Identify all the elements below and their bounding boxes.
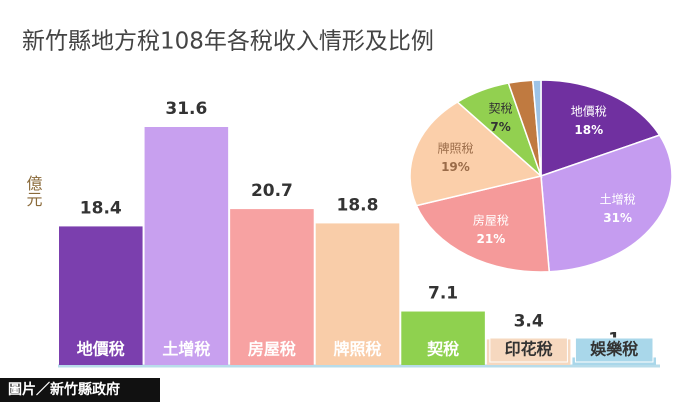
pie-unit: % — [499, 119, 511, 133]
credit: 圖片／新竹縣政府 — [8, 381, 120, 398]
pie-unit: % — [458, 159, 470, 173]
bar — [59, 226, 143, 365]
value-label: 7.1 — [428, 284, 458, 304]
category-label-box — [489, 337, 568, 363]
bar — [315, 223, 400, 365]
pie-category-label: 房屋稅 — [473, 212, 509, 227]
pie-slice — [415, 175, 551, 273]
y-axis-label: 億元 — [24, 175, 43, 207]
pie-value: 31 — [603, 211, 620, 225]
value-label: 18.4 — [80, 198, 122, 218]
pie-category-label: 契稅 — [489, 101, 513, 115]
pie-unit: % — [620, 211, 632, 225]
pie-value-label: 21% — [477, 231, 506, 245]
category-label: 印花稅 — [505, 340, 553, 359]
pie-value-label: 19% — [441, 159, 470, 173]
pie-category-label: 牌照稅 — [437, 141, 473, 155]
pie-value: 18 — [574, 122, 591, 136]
bar — [230, 209, 314, 365]
value-label: 31.6 — [165, 99, 207, 119]
pie-slice — [531, 79, 542, 177]
category-label: 契稅 — [426, 340, 459, 359]
credit-box — [0, 378, 160, 402]
pie-value: 19 — [441, 159, 458, 173]
pie-slice — [409, 101, 543, 207]
category-label-box — [574, 337, 654, 363]
category-label: 地價稅 — [77, 340, 125, 359]
chart-title: 新竹縣地方稅108年各稅收入情形及比例 — [22, 29, 434, 55]
pie-category-label: 土增稅 — [600, 193, 636, 207]
pie-value-label: 7% — [490, 119, 510, 133]
bar — [144, 127, 229, 365]
pie-value-label: 31% — [603, 211, 632, 225]
category-label: 土增稅 — [162, 340, 210, 359]
category-label: 房屋稅 — [248, 340, 296, 359]
value-label: 20.7 — [251, 181, 293, 201]
pie-unit: % — [591, 122, 603, 136]
pie-category-label: 地價稅 — [571, 104, 607, 118]
pie-slice — [540, 134, 673, 273]
pie-unit: % — [493, 231, 505, 245]
pie-value-label: 18% — [574, 122, 603, 136]
pie-slice — [540, 79, 661, 178]
value-label: 3.4 — [514, 311, 544, 331]
value-label: 18.8 — [337, 195, 379, 215]
pie-value: 7 — [490, 119, 498, 133]
category-label: 牌照稅 — [333, 340, 381, 359]
pie-value: 21 — [477, 231, 494, 245]
bar — [401, 311, 485, 365]
category-label: 娛樂稅 — [589, 340, 638, 359]
